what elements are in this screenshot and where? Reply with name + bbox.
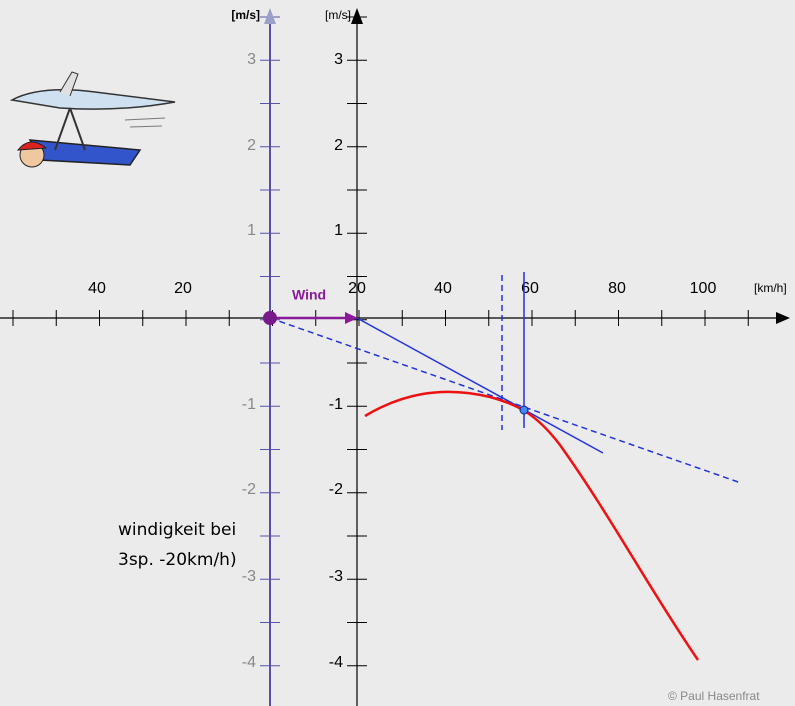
caption-line: 3sp. -20km/h) bbox=[118, 550, 237, 570]
y-tick-label: -4 bbox=[329, 654, 343, 671]
caption-line: windigkeit bei bbox=[118, 520, 236, 540]
y-tick-label: -4 bbox=[242, 654, 256, 671]
origin-dot bbox=[263, 311, 277, 325]
y-unit: [m/s] bbox=[325, 8, 351, 22]
tangent-point bbox=[520, 406, 528, 414]
y-tick-label: 3 bbox=[247, 51, 256, 68]
x-tick-label: 40 bbox=[88, 280, 106, 297]
x-tick-label: 20 bbox=[174, 280, 192, 297]
x-tick-label: 80 bbox=[608, 280, 626, 297]
y-tick-label: 2 bbox=[334, 137, 343, 154]
y-tick-label: -3 bbox=[329, 568, 343, 585]
diagram: windigkeit bei 3sp. -20km/h) © Paul Hase… bbox=[0, 0, 795, 706]
y-tick-label: -2 bbox=[242, 481, 256, 498]
x-unit: [km/h] bbox=[754, 281, 787, 295]
y-tick-label: 1 bbox=[334, 222, 343, 239]
page: windigkeit bei 3sp. -20km/h) © Paul Hase… bbox=[0, 0, 795, 706]
y-tick-label: -2 bbox=[329, 481, 343, 498]
wind-label: Wind bbox=[292, 287, 326, 303]
x-tick-label: 20 bbox=[348, 280, 366, 297]
x-tick-label: 40 bbox=[434, 280, 452, 297]
y-tick-label: -1 bbox=[242, 396, 256, 413]
copyright: © Paul Hasenfrat bbox=[668, 689, 760, 703]
y-unit: [m/s] bbox=[231, 8, 260, 22]
y-tick-label: 1 bbox=[247, 222, 256, 239]
y-tick-label: -1 bbox=[329, 396, 343, 413]
y-tick-label: -3 bbox=[242, 568, 256, 585]
y-tick-label: 3 bbox=[334, 51, 343, 68]
x-tick-label: 100 bbox=[690, 280, 717, 297]
y-tick-label: 2 bbox=[247, 137, 256, 154]
